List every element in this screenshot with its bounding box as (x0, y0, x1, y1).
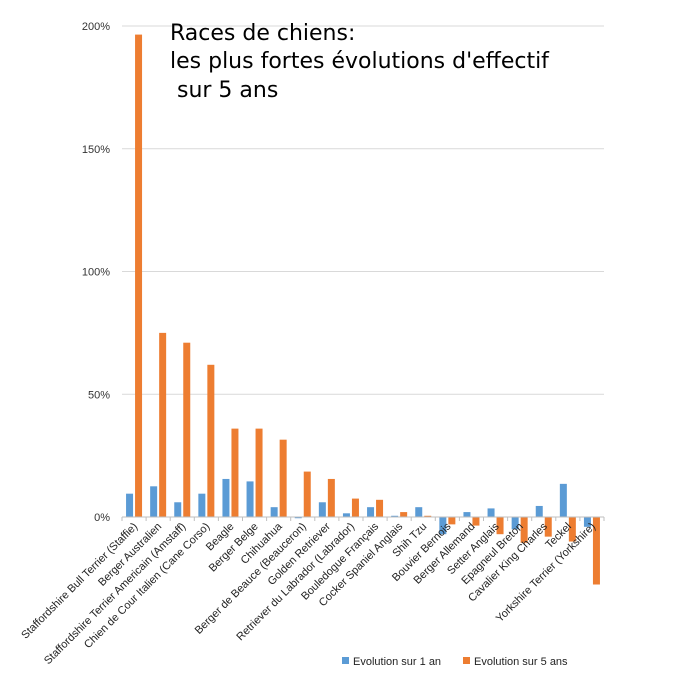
y-tick-label: 50% (88, 389, 110, 401)
chart-title: Races de chiens: les plus fortes évoluti… (170, 21, 550, 103)
bar-5-ans (472, 517, 480, 526)
bar-1-an (246, 481, 254, 517)
bar-5-ans (568, 517, 576, 542)
gridlines (122, 25, 604, 395)
bar-1-an (487, 508, 495, 517)
bar-5-ans (231, 428, 239, 517)
legend-swatch-5-ans (463, 657, 470, 664)
bar-5-ans (183, 342, 191, 517)
legend-label-5-ans: Evolution sur 5 ans (474, 656, 568, 668)
bar-5-ans (255, 428, 263, 517)
bar-1-an (415, 507, 423, 517)
chart-title-line-3: sur 5 ans (170, 78, 278, 103)
bar-1-an (222, 478, 230, 517)
legend: Evolution sur 1 an Evolution sur 5 ans (342, 656, 568, 668)
bar-1-an (439, 517, 447, 535)
bar-1-an (463, 512, 471, 517)
bar-5-ans (327, 478, 335, 517)
bar-1-an (511, 517, 519, 530)
y-tick-label: 0% (94, 512, 110, 524)
bar-1-an (270, 507, 278, 517)
bar-1-an (559, 483, 567, 517)
bar-5-ans (592, 517, 600, 585)
bar-5-ans (520, 517, 528, 543)
legend-label-1-an: Evolution sur 1 an (353, 656, 441, 668)
bar-1-an (583, 517, 591, 527)
bar-1-an (535, 505, 543, 517)
bar-1-an (198, 493, 206, 517)
bar-5-ans (159, 332, 167, 517)
bar-5-ans (207, 364, 215, 517)
bar-1-an (367, 507, 375, 517)
chart-title-line-1: Races de chiens: (170, 21, 355, 46)
legend-swatch-1-an (342, 657, 349, 664)
bar-5-ans (303, 471, 311, 517)
bar-5-ans (135, 34, 143, 517)
bar-5-ans (424, 515, 432, 517)
bar-1-an (391, 515, 399, 517)
bar-5-ans (448, 517, 456, 525)
bar-1-an (174, 502, 182, 517)
bar-1-an (318, 502, 326, 517)
y-axis: 0% 50% 100% 150% 200% (82, 21, 110, 524)
y-tick-label: 200% (82, 21, 110, 33)
bars (121, 34, 605, 585)
chart-title-line-2: les plus fortes évolutions d'effectif (170, 49, 550, 74)
bar-5-ans (279, 439, 287, 517)
bar-1-an (150, 486, 158, 517)
y-tick-label: 100% (82, 267, 110, 279)
bar-1-an (342, 513, 350, 517)
bar-5-ans (496, 517, 504, 535)
y-tick-label: 150% (82, 144, 110, 156)
bar-5-ans (376, 499, 384, 517)
bar-5-ans (400, 512, 408, 517)
bar-1-an (294, 517, 302, 519)
bar-5-ans (351, 498, 359, 517)
bar-1-an (126, 493, 134, 517)
bar-5-ans (544, 517, 552, 537)
x-axis-labels: Staffordshire Bull Terrier (Staffie)Berg… (19, 520, 598, 667)
